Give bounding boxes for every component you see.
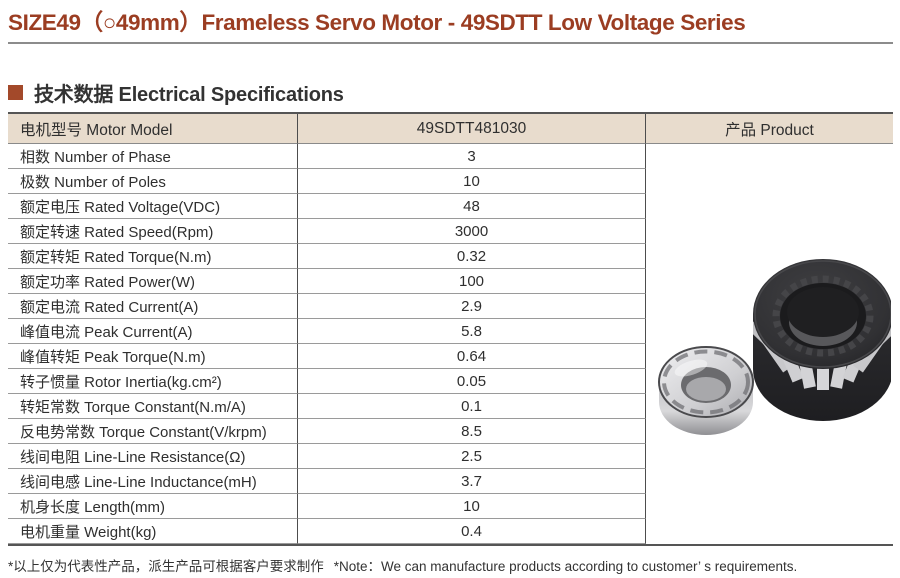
spec-row-label: 额定功率 Rated Power(W) bbox=[8, 269, 298, 294]
rotor-illustration bbox=[658, 346, 754, 435]
spec-row-value: 0.05 bbox=[298, 369, 646, 394]
spec-row-label: 峰值转矩 Peak Torque(N.m) bbox=[8, 344, 298, 369]
footnote-english: *Note：We can manufacture products accord… bbox=[333, 559, 798, 574]
product-photo-cell bbox=[646, 144, 893, 544]
spec-row-value: 0.4 bbox=[298, 519, 646, 544]
column-header-model-number: 49SDTT481030 bbox=[298, 114, 646, 144]
spec-row-label: 额定电压 Rated Voltage(VDC) bbox=[8, 194, 298, 219]
spec-table: 电机型号 Motor Model 49SDTT481030 产品 Product bbox=[8, 112, 893, 546]
spec-row-label: 额定转矩 Rated Torque(N.m) bbox=[8, 244, 298, 269]
spec-row-value: 3000 bbox=[298, 219, 646, 244]
footnote: *以上仅为代表性产品，派生产品可根据客户要求制作 *Note：We can man… bbox=[8, 555, 896, 575]
spec-row-label: 线间电阻 Line-Line Resistance(Ω) bbox=[8, 444, 298, 469]
spec-row-label: 电机重量 Weight(kg) bbox=[8, 519, 298, 544]
spec-row-value: 100 bbox=[298, 269, 646, 294]
spec-row-label: 峰值电流 Peak Current(A) bbox=[8, 319, 298, 344]
spec-row-value: 10 bbox=[298, 494, 646, 519]
spec-row-value: 5.8 bbox=[298, 319, 646, 344]
spec-row-value: 2.5 bbox=[298, 444, 646, 469]
column-header-product: 产品 Product bbox=[646, 114, 893, 144]
spec-row-label: 额定电流 Rated Current(A) bbox=[8, 294, 298, 319]
spec-row-label: 转子惯量 Rotor Inertia(kg.cm²) bbox=[8, 369, 298, 394]
spec-row-label: 线间电感 Line-Line Inductance(mH) bbox=[8, 469, 298, 494]
spec-row-value: 48 bbox=[298, 194, 646, 219]
spec-row-value: 3 bbox=[298, 144, 646, 169]
section-heading: 技术数据 Electrical Specifications bbox=[8, 78, 344, 107]
spec-row-value: 3.7 bbox=[298, 469, 646, 494]
spec-row-label: 相数 Number of Phase bbox=[8, 144, 298, 169]
spec-row-value: 0.32 bbox=[298, 244, 646, 269]
footnote-chinese: *以上仅为代表性产品，派生产品可根据客户要求制作 bbox=[8, 559, 324, 574]
spec-row-value: 10 bbox=[298, 169, 646, 194]
section-bullet-icon bbox=[8, 85, 23, 100]
page-title: SIZE49（○49mm）Frameless Servo Motor - 49S… bbox=[8, 10, 746, 35]
spec-row-label: 极数 Number of Poles bbox=[8, 169, 298, 194]
spec-row-label: 额定转速 Rated Speed(Rpm) bbox=[8, 219, 298, 244]
spec-row-label: 反电势常数 Torque Constant(V/krpm) bbox=[8, 419, 298, 444]
spec-row-label: 机身长度 Length(mm) bbox=[8, 494, 298, 519]
spec-row-value: 0.64 bbox=[298, 344, 646, 369]
spec-row-value: 8.5 bbox=[298, 419, 646, 444]
spec-row-value: 0.1 bbox=[298, 394, 646, 419]
spec-row-label: 转矩常数 Torque Constant(N.m/A) bbox=[8, 394, 298, 419]
spec-row-value: 2.9 bbox=[298, 294, 646, 319]
stator-illustration bbox=[753, 259, 891, 421]
column-header-motor-model: 电机型号 Motor Model bbox=[8, 114, 298, 144]
title-divider bbox=[8, 42, 893, 44]
section-title: 技术数据 Electrical Specifications bbox=[34, 84, 344, 106]
motor-product-photo-illustration bbox=[658, 259, 891, 435]
